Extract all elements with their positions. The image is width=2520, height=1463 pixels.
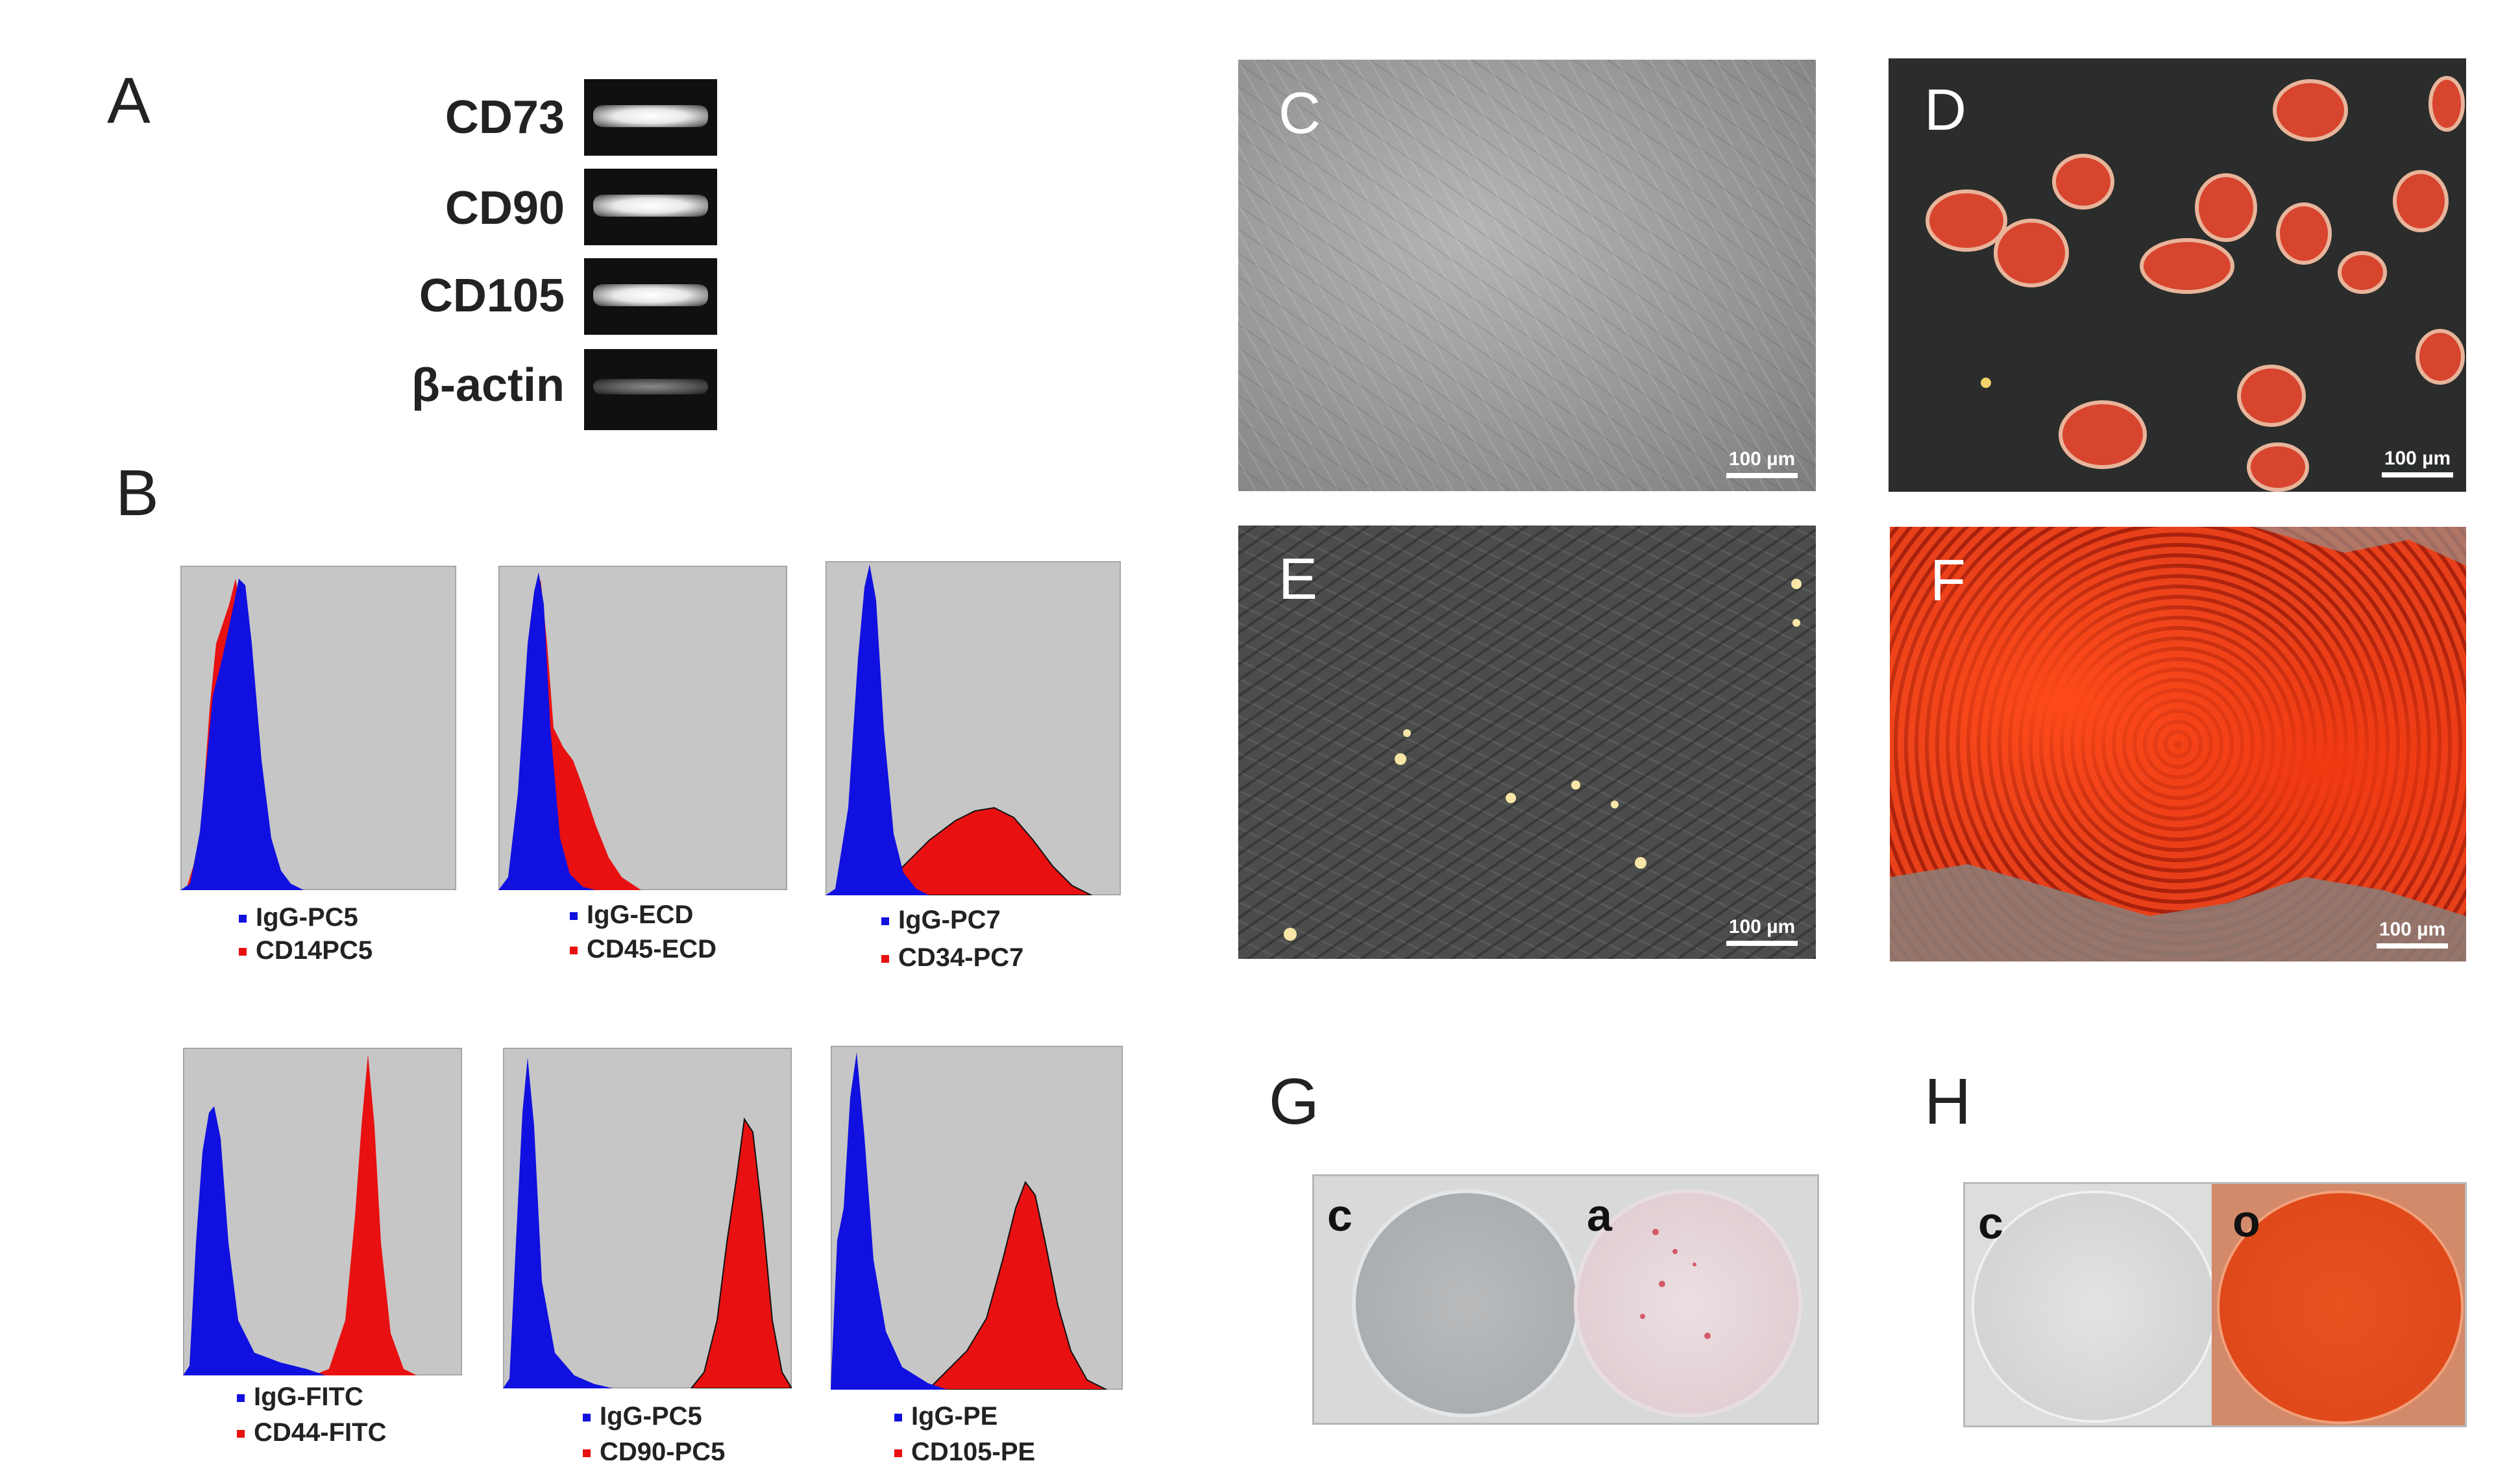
legend-control-label: IgG-PC5	[256, 903, 358, 932]
micrograph-d: D 100 µm	[1889, 58, 2466, 492]
legend-marker-label: CD45-ECD	[587, 935, 717, 963]
panel-label-b: B	[116, 457, 159, 529]
gel-band	[593, 284, 708, 306]
histogram-cd44	[183, 1048, 462, 1375]
gel-band	[593, 195, 708, 217]
panel-label-h: H	[1924, 1065, 1972, 1138]
micrograph-c: C 100 µm	[1238, 60, 1816, 491]
lipid-droplet-clusters	[1926, 76, 2465, 492]
gel-label-cd90: CD90	[445, 182, 565, 234]
well-label-o: o	[2233, 1196, 2260, 1246]
histogram-cd45	[498, 566, 787, 890]
micrograph-e: E 100 µm	[1238, 526, 1816, 959]
legend-marker: CD105-PE	[894, 1439, 1035, 1460]
legend-marker: CD34-PC7	[881, 945, 1023, 971]
culture-plate-g: c a	[1312, 1174, 1819, 1425]
scale-bar-label: 100 µm	[2379, 919, 2446, 940]
panel-label-e: E	[1278, 547, 1318, 612]
well-adipogenic	[1574, 1189, 1802, 1418]
scale-bar: 100 µm	[2382, 449, 2453, 478]
histogram-cd34	[826, 561, 1121, 895]
panel-label-c: C	[1278, 81, 1321, 146]
legend-control-label: IgG-PC7	[898, 906, 1001, 934]
well-label-c: c	[1327, 1190, 1352, 1240]
gel-label-cd73: CD73	[445, 91, 565, 143]
legend-control: IgG-PC5	[583, 1403, 702, 1429]
well-control	[1972, 1191, 2217, 1423]
gel-label-beta-actin: β-actin	[411, 359, 565, 411]
legend-marker-label: CD44-FITC	[254, 1418, 387, 1447]
culture-plate-h: c o	[1963, 1182, 2467, 1427]
scale-bar: 100 µm	[1726, 917, 1798, 946]
mineral-deposit-texture	[1890, 527, 2466, 961]
panel-label-a: A	[107, 64, 151, 137]
histogram-cd14	[180, 566, 456, 890]
panel-label-f: F	[1930, 548, 1966, 613]
well-control	[1352, 1189, 1580, 1418]
legend-control-label: IgG-FITC	[254, 1383, 363, 1411]
legend-control: IgG-PC5	[239, 904, 358, 930]
scale-bar-label: 100 µm	[2384, 448, 2451, 469]
legend-marker: CD90-PC5	[583, 1439, 725, 1460]
legend-control: IgG-ECD	[570, 902, 693, 928]
gel-label-cd105: CD105	[419, 270, 565, 322]
legend-marker-label: CD14PC5	[256, 936, 373, 965]
gel-lane-cd90	[584, 169, 717, 245]
legend-marker: CD45-ECD	[570, 936, 716, 962]
well-label-a: a	[1587, 1190, 1612, 1240]
gel-band	[593, 105, 708, 127]
legend-marker-label: CD105-PE	[911, 1439, 1036, 1460]
legend-control: IgG-FITC	[237, 1384, 363, 1410]
micrograph-f: F 100 µm	[1890, 527, 2466, 961]
histogram-cd105	[831, 1046, 1123, 1390]
red-stain-spots	[1640, 1229, 1711, 1339]
legend-marker: CD44-FITC	[237, 1420, 386, 1445]
legend-control: IgG-PC7	[881, 907, 1001, 933]
histogram-cd90	[503, 1048, 792, 1388]
scale-bar-label: 100 µm	[1728, 916, 1796, 937]
legend-marker: CD14PC5	[239, 937, 373, 963]
gel-lane-cd73	[584, 79, 717, 156]
legend-control-label: IgG-ECD	[587, 901, 694, 929]
gel-band	[593, 379, 708, 394]
well-label-c: c	[1978, 1198, 2003, 1248]
gel-lane-cd105	[584, 258, 717, 335]
legend-marker-label: CD90-PC5	[600, 1439, 726, 1460]
gel-lane-beta-actin	[584, 349, 717, 430]
scale-bar: 100 µm	[2377, 920, 2448, 949]
scale-bar: 100 µm	[1726, 450, 1798, 478]
panel-label-g: G	[1269, 1065, 1319, 1138]
bright-cells	[1284, 579, 1802, 941]
legend-marker-label: CD34-PC7	[898, 943, 1024, 972]
legend-control-label: IgG-PC5	[600, 1402, 702, 1431]
well-osteogenic	[2212, 1184, 2465, 1425]
legend-control-label: IgG-PE	[911, 1402, 998, 1431]
scale-bar-label: 100 µm	[1728, 448, 1796, 470]
legend-control: IgG-PE	[894, 1403, 997, 1429]
panel-label-d: D	[1924, 78, 1966, 143]
